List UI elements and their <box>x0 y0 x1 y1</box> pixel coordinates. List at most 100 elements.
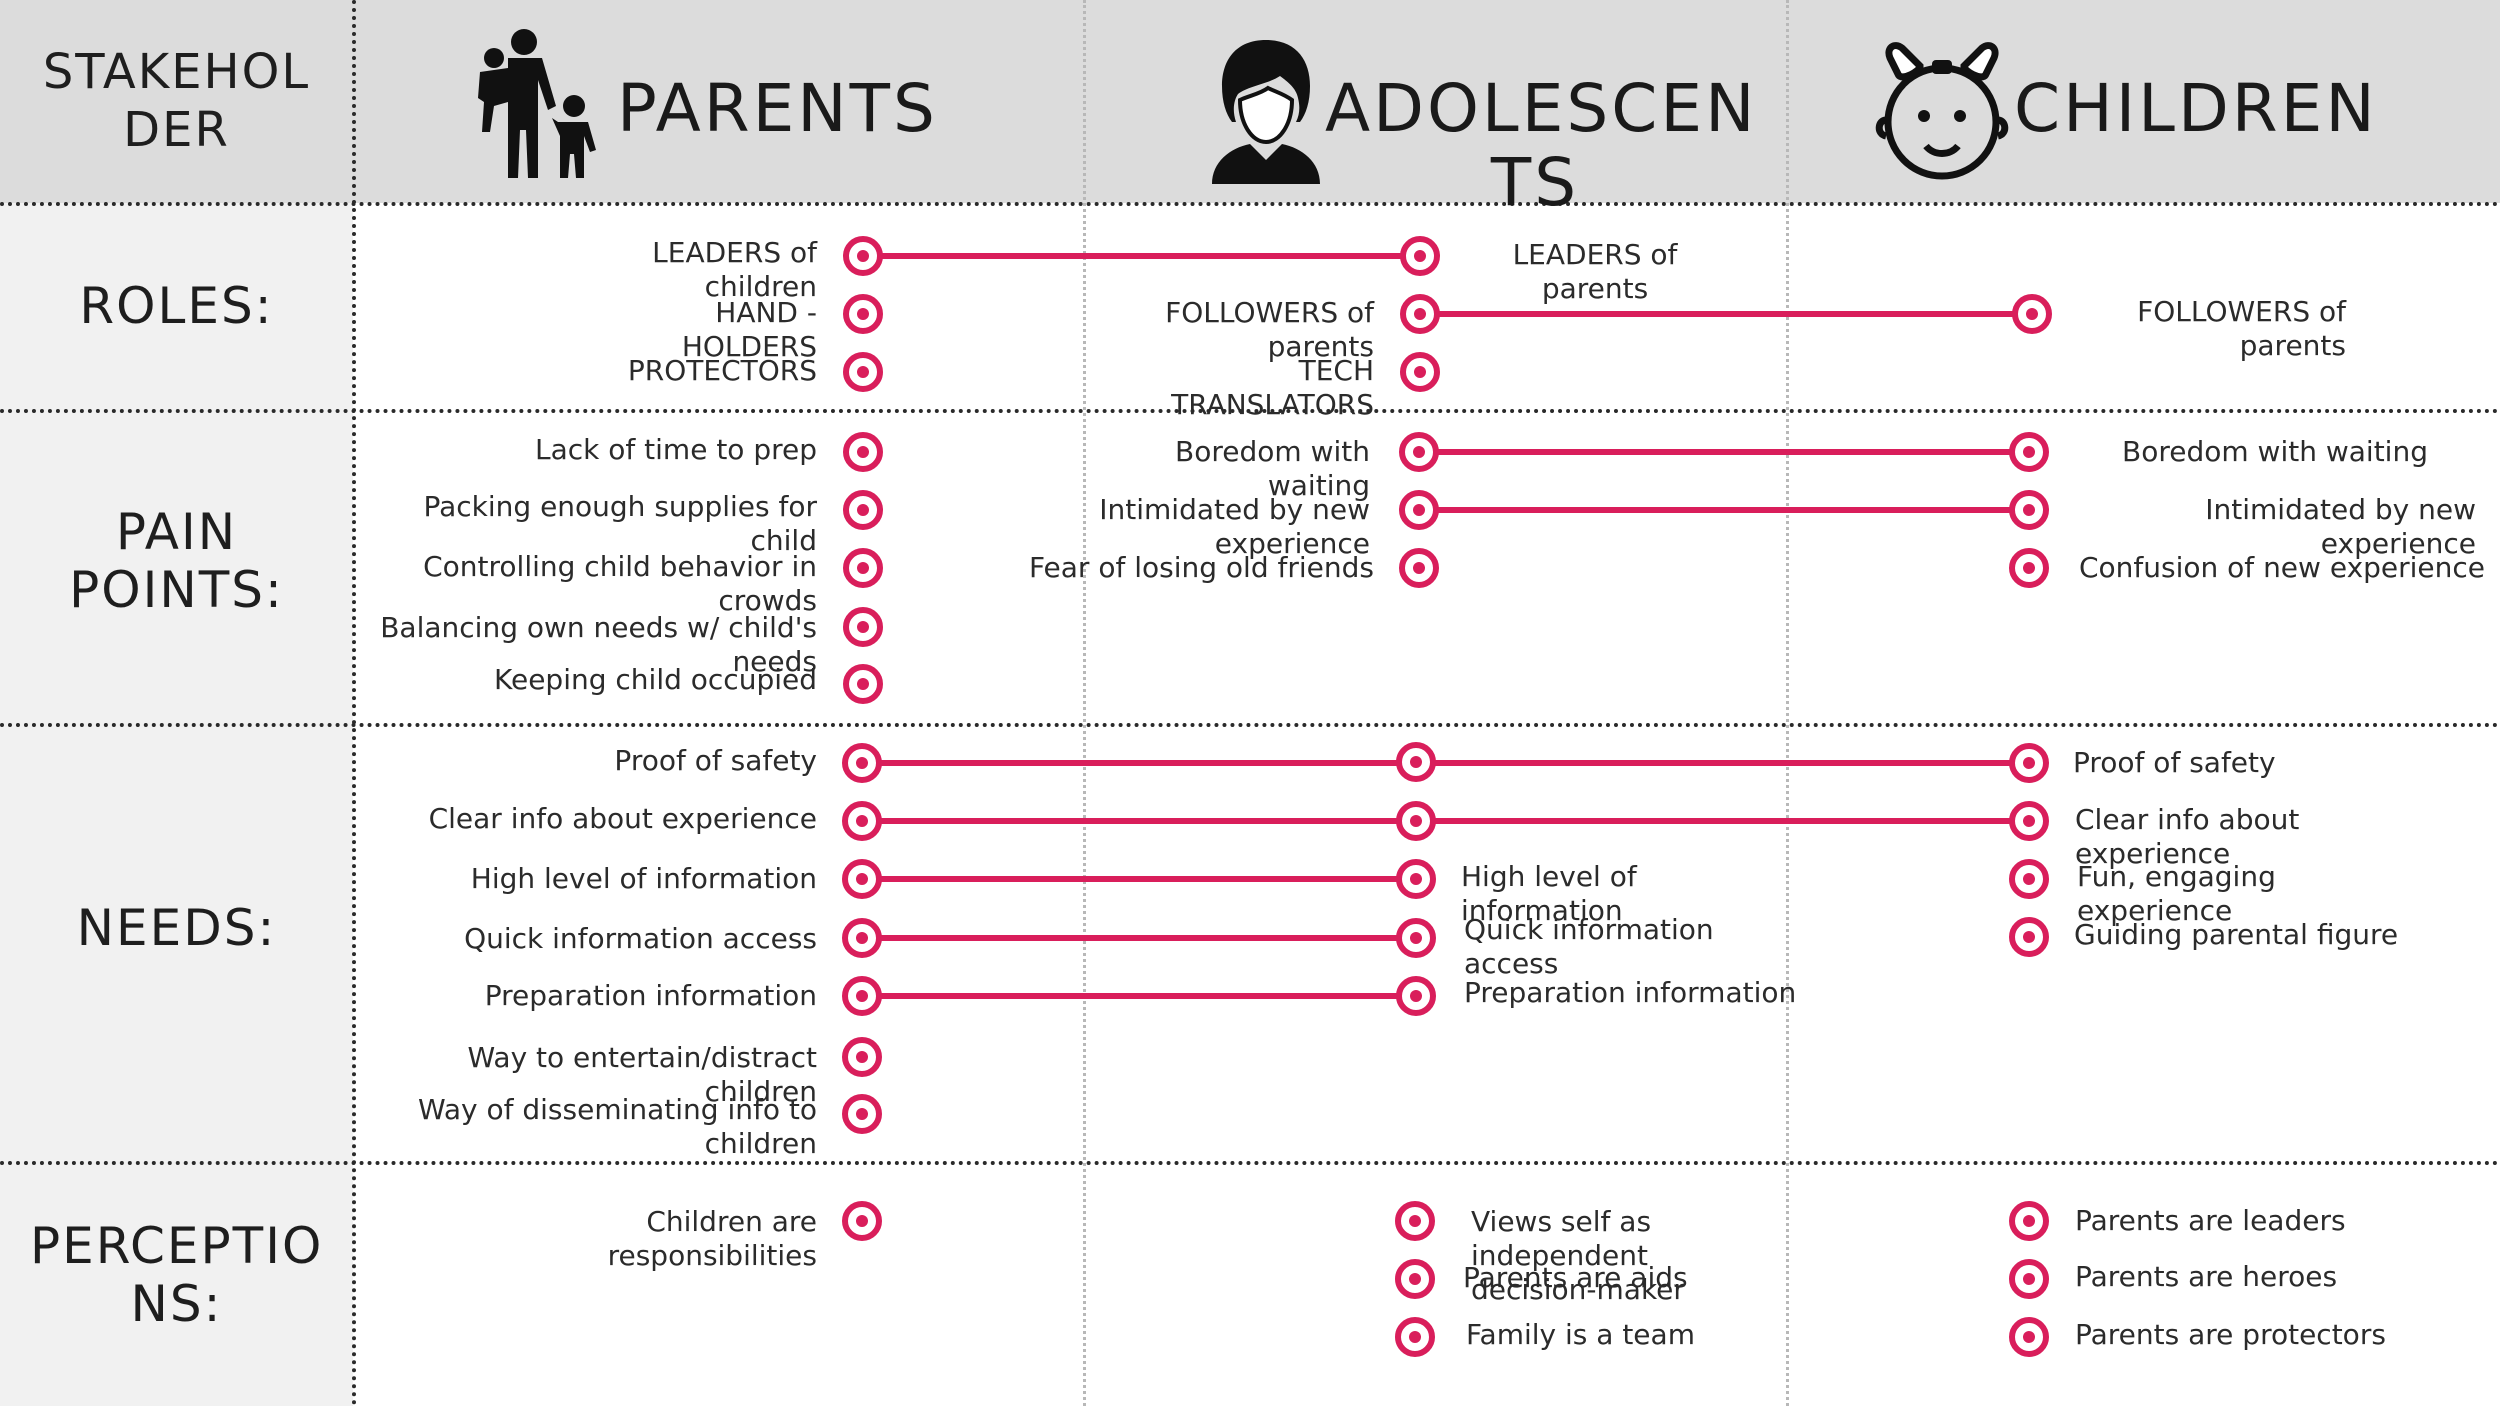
target-icon <box>843 432 883 472</box>
parent-with-children-icon <box>478 29 596 178</box>
perception-label: Parents are aids <box>1463 1261 1688 1294</box>
role-label: TECH TRANSLATORS <box>1171 354 1374 421</box>
need-label: Quick information access <box>1464 913 1714 980</box>
need-label: Preparation information <box>484 979 817 1012</box>
divider-header <box>0 202 2500 206</box>
target-icon <box>843 352 883 392</box>
pain-point-label: Fear of losing old friends <box>1028 551 1374 584</box>
row-label-pain-points: PAIN POINTS: <box>69 503 284 619</box>
adolescent-avatar-icon <box>1212 40 1320 184</box>
target-icon <box>1399 548 1439 588</box>
target-icon <box>1395 1317 1435 1357</box>
target-icon <box>842 918 882 958</box>
divider-adolescents-children <box>1786 0 1789 1406</box>
divider-label-column <box>352 0 356 1406</box>
target-icon <box>842 859 882 899</box>
target-icon <box>2009 1259 2049 1299</box>
column-title-parents: PARENTS <box>617 70 938 147</box>
role-label: LEADERS of parents <box>1512 238 1678 305</box>
perception-label: Parents are heroes <box>2075 1260 2338 1293</box>
pain-point-label: Boredom with waiting <box>2122 435 2428 468</box>
need-label: Proof of safety <box>2073 746 2276 779</box>
need-label: Fun, engaging experience <box>2077 860 2276 927</box>
connector-line <box>1420 311 2032 317</box>
target-icon <box>842 743 882 783</box>
target-icon <box>1396 976 1436 1016</box>
target-icon <box>842 1201 882 1241</box>
perception-label: Family is a team <box>1466 1318 1695 1351</box>
target-icon <box>1400 352 1440 392</box>
target-icon <box>2009 859 2049 899</box>
need-label: High level of information <box>470 862 817 895</box>
target-icon <box>2009 548 2049 588</box>
role-label: FOLLOWERS of parents <box>2137 295 2346 362</box>
target-icon <box>2009 490 2049 530</box>
target-icon <box>1396 742 1436 782</box>
target-icon <box>843 490 883 530</box>
row-label-roles: ROLES: <box>79 277 274 335</box>
target-icon <box>1396 918 1436 958</box>
need-label: Way of disseminating info to children <box>417 1093 817 1160</box>
divider-roles <box>0 409 2500 413</box>
target-icon <box>843 236 883 276</box>
need-label: Guiding parental figure <box>2074 918 2399 951</box>
pain-point-label: Controlling child behavior in crowds <box>423 550 817 617</box>
target-icon <box>2009 1317 2049 1357</box>
target-icon <box>842 976 882 1016</box>
pain-point-label: Packing enough supplies for child <box>423 490 817 557</box>
need-label: Quick information access <box>464 922 817 955</box>
connector-line <box>862 760 2032 766</box>
target-icon <box>2009 917 2049 957</box>
stakeholder-heading: STAKEHOL DER <box>42 44 311 158</box>
column-title-adolescents: ADOLESCEN TS <box>1325 70 1758 221</box>
row-label-perceptions: PERCEPTIO NS: <box>30 1217 324 1333</box>
pain-point-label: Keeping child occupied <box>494 663 817 696</box>
target-icon <box>2009 801 2049 841</box>
column-title-children: CHILDREN <box>2014 70 2378 147</box>
target-icon <box>1399 490 1439 530</box>
role-label: PROTECTORS <box>627 354 817 387</box>
target-icon <box>1396 801 1436 841</box>
target-icon <box>843 607 883 647</box>
need-label: Clear info about experience <box>428 802 817 835</box>
target-icon <box>1396 859 1436 899</box>
perception-label: Children are responsibilities <box>607 1205 817 1272</box>
role-label: LEADERS of children <box>652 236 817 303</box>
need-label: High level of information <box>1461 860 1637 927</box>
child-face-with-bow-icon <box>1875 42 2009 180</box>
role-label: HAND - HOLDERS <box>681 296 817 363</box>
target-icon <box>843 664 883 704</box>
pain-point-label: Boredom with waiting <box>1175 435 1370 502</box>
perception-label: Views self as independent decision-maker <box>1471 1205 1685 1306</box>
connector-line <box>862 876 1416 882</box>
target-icon <box>2009 1201 2049 1241</box>
perception-label: Parents are protectors <box>2075 1318 2386 1351</box>
connector-line <box>862 993 1416 999</box>
divider-pain-points <box>0 723 2500 727</box>
target-icon <box>1395 1259 1435 1299</box>
pain-point-label: Confusion of new experience <box>2079 551 2486 584</box>
need-label: Clear info about experience <box>2075 803 2300 870</box>
connector-line <box>862 818 2032 824</box>
target-icon <box>1399 432 1439 472</box>
pain-point-label: Balancing own needs w/ child's needs <box>380 611 817 678</box>
connector-line <box>1419 449 2029 455</box>
perception-label: Parents are leaders <box>2075 1204 2346 1237</box>
target-icon <box>842 1094 882 1134</box>
connector-line <box>862 935 1416 941</box>
pain-point-label: Lack of time to prep <box>535 433 817 466</box>
divider-needs <box>0 1161 2500 1165</box>
target-icon <box>2012 294 2052 334</box>
target-icon <box>2009 432 2049 472</box>
row-label-needs: NEEDS: <box>76 899 277 957</box>
connector-line <box>1419 507 2029 513</box>
target-icon <box>843 548 883 588</box>
need-label: Proof of safety <box>614 744 817 777</box>
target-icon <box>2009 743 2049 783</box>
role-label: FOLLOWERS of parents <box>1165 296 1374 363</box>
target-icon <box>1400 294 1440 334</box>
pain-point-label: Intimidated by new experience <box>1099 493 1370 560</box>
target-icon <box>1400 236 1440 276</box>
target-icon <box>842 1037 882 1077</box>
